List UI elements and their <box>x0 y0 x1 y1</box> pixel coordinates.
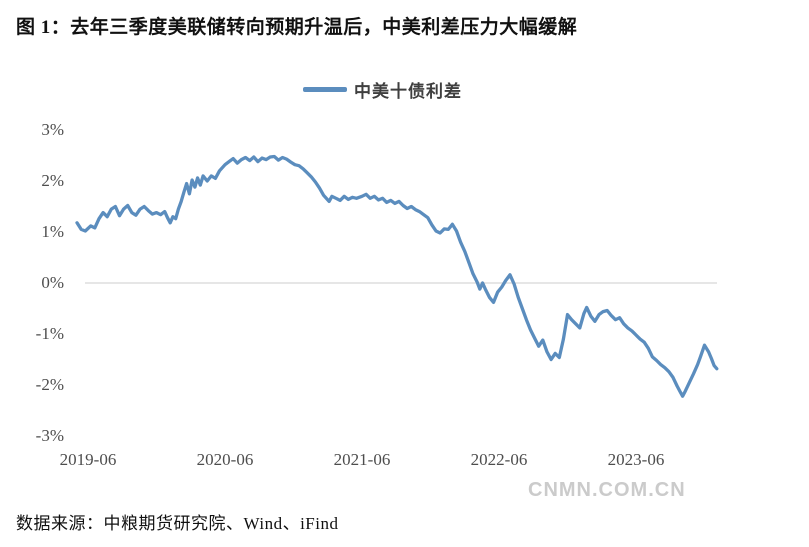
x-tick-label: 2020-06 <box>196 450 254 469</box>
y-tick-label: 0% <box>41 273 64 292</box>
chart-legend: 中美十债利差 <box>303 79 462 101</box>
x-tick-label: 2022-06 <box>470 450 528 469</box>
legend-line-swatch-icon <box>303 86 347 92</box>
data-source-note: 数据来源：中粮期货研究院、Wind、iFind <box>16 514 339 533</box>
y-tick-label: -1% <box>35 324 64 343</box>
figure-title: 图 1：去年三季度美联储转向预期升温后，中美利差压力大幅缓解 <box>16 17 578 38</box>
y-tick-label: 2% <box>41 171 64 190</box>
legend-series-label: 中美十债利差 <box>354 81 462 101</box>
spread-line-series <box>75 154 719 398</box>
site-watermark: CNMN.COM.CN <box>528 479 686 501</box>
x-tick-label: 2023-06 <box>607 450 665 469</box>
y-tick-label: 1% <box>41 222 64 241</box>
x-tick-label: 2019-06 <box>59 450 117 469</box>
y-tick-label: -2% <box>35 375 64 394</box>
y-tick-label: -3% <box>35 426 64 445</box>
x-tick-label: 2021-06 <box>333 450 391 469</box>
y-tick-label: 3% <box>41 120 64 139</box>
